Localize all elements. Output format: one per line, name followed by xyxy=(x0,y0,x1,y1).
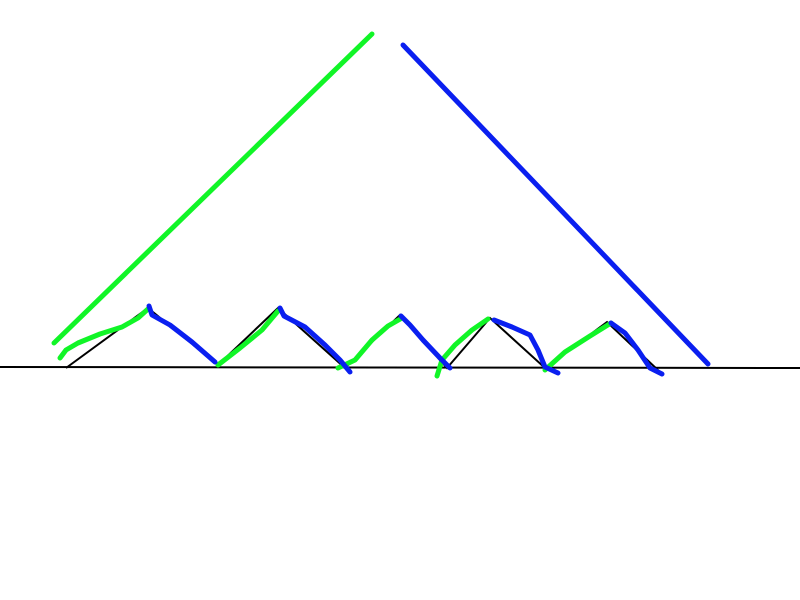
green-stroke-3 xyxy=(335,315,405,371)
blue-stroke-2 xyxy=(277,305,353,375)
blue-stroke-3 xyxy=(398,313,453,371)
large-blue-line xyxy=(400,42,711,367)
green-stroke-1 xyxy=(57,306,151,361)
green-stroke-5 xyxy=(542,320,614,373)
green-stroke-4 xyxy=(434,316,491,379)
green-strokes xyxy=(51,31,614,379)
blue-stroke-5 xyxy=(608,320,665,377)
green-stroke-2 xyxy=(215,308,281,368)
blue-stroke-4 xyxy=(491,317,561,376)
blue-strokes xyxy=(146,42,711,377)
baseline xyxy=(0,366,800,369)
large-green-line xyxy=(51,31,375,346)
blue-stroke-1 xyxy=(146,303,218,365)
